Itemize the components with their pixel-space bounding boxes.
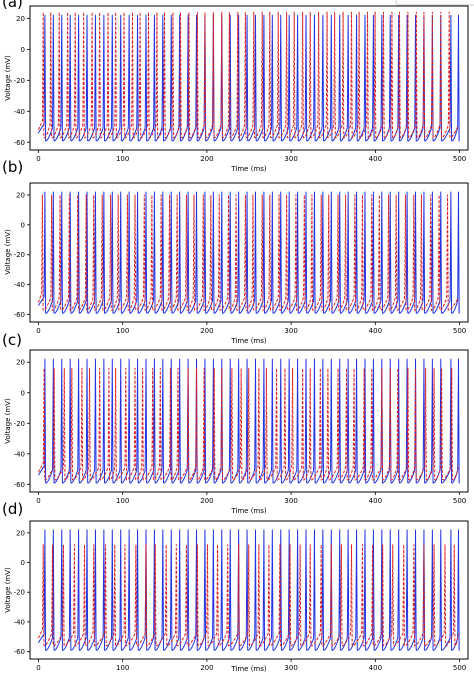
y-tick-label: 20 bbox=[16, 359, 25, 367]
y-tick-label: -40 bbox=[14, 281, 25, 289]
y-axis-label: Voltage (mV) bbox=[4, 398, 12, 444]
x-tick-label: 300 bbox=[284, 327, 297, 335]
y-tick-label: 20 bbox=[16, 191, 25, 199]
x-tick-label: 400 bbox=[369, 155, 382, 163]
panel-label: (a) bbox=[2, 0, 23, 11]
legend-box bbox=[395, 0, 474, 6]
y-tick-label: -60 bbox=[14, 648, 25, 656]
panel-a: (a) Voltage (mV) Time (ms) 0 100 200 300 400… bbox=[2, 0, 469, 173]
plot-frame bbox=[29, 5, 469, 151]
series-red-dashed bbox=[37, 194, 459, 311]
x-tick-label: 300 bbox=[284, 497, 297, 505]
plot-frame bbox=[29, 349, 469, 493]
x-tick-label: 0 bbox=[36, 327, 40, 335]
y-tick-label: -20 bbox=[14, 251, 25, 259]
y-tick-label: 20 bbox=[16, 15, 25, 23]
y-tick-label: 0 bbox=[21, 46, 25, 54]
series-blue-solid bbox=[37, 529, 460, 651]
x-tick-label: 500 bbox=[453, 327, 466, 335]
y-tick-label: -20 bbox=[14, 589, 25, 597]
x-tick-label: 100 bbox=[116, 327, 129, 335]
y-tick-label: -60 bbox=[14, 481, 25, 489]
series-red-dashed bbox=[37, 544, 459, 647]
axis-ticks: 0 100 200 300 400 500 -60 -40 -20 0 20 bbox=[14, 191, 467, 335]
x-tick-label: 500 bbox=[453, 155, 466, 163]
y-tick-label: 0 bbox=[21, 221, 25, 229]
series-blue-solid bbox=[37, 14, 460, 142]
axis-ticks: 0 100 200 300 400 500 -60 -40 -20 0 20 bbox=[14, 359, 467, 505]
axis-ticks: 0 100 200 300 400 500 -60 -40 -20 0 20 bbox=[14, 529, 467, 672]
x-tick-label: 200 bbox=[200, 327, 213, 335]
x-tick-label: 0 bbox=[36, 664, 40, 672]
x-axis-label: Time (ms) bbox=[230, 337, 267, 345]
x-tick-label: 100 bbox=[116, 664, 129, 672]
series-blue-solid bbox=[37, 358, 460, 484]
plot-frame bbox=[29, 182, 469, 323]
y-tick-label: 0 bbox=[21, 559, 25, 567]
x-tick-label: 500 bbox=[453, 497, 466, 505]
x-tick-label: 0 bbox=[36, 497, 40, 505]
panel-b: (b) Voltage (mV) Time (ms) 0 100 200 300 400… bbox=[2, 158, 469, 345]
panel-label: (b) bbox=[2, 158, 23, 176]
x-axis-label: Time (ms) bbox=[230, 507, 267, 515]
series-group bbox=[37, 191, 460, 314]
y-tick-label: -40 bbox=[14, 108, 25, 116]
y-tick-label: -20 bbox=[14, 420, 25, 428]
y-axis-label: Voltage (mV) bbox=[4, 567, 12, 613]
plot-frame bbox=[29, 520, 469, 660]
x-tick-label: 200 bbox=[200, 497, 213, 505]
series-group bbox=[37, 529, 460, 651]
series-group bbox=[37, 358, 460, 484]
panel-d: (d) Voltage (mV) Time (ms) 0 100 200 300 400… bbox=[2, 500, 469, 673]
x-tick-label: 200 bbox=[200, 155, 213, 163]
x-tick-label: 400 bbox=[369, 497, 382, 505]
x-axis-label: Time (ms) bbox=[230, 665, 267, 673]
axis-ticks: 0 100 200 300 400 500 -60 -40 -20 0 20 bbox=[14, 15, 467, 163]
x-axis-label: Time (ms) bbox=[230, 165, 267, 173]
series-blue-solid bbox=[37, 191, 460, 314]
y-tick-label: -60 bbox=[14, 139, 25, 147]
x-tick-label: 300 bbox=[284, 155, 297, 163]
x-tick-label: 400 bbox=[369, 664, 382, 672]
x-tick-label: 0 bbox=[36, 155, 40, 163]
y-axis-label: Voltage (mV) bbox=[4, 55, 12, 101]
series-red-dashed bbox=[37, 367, 459, 481]
y-tick-label: -60 bbox=[14, 311, 25, 319]
x-tick-label: 200 bbox=[200, 664, 213, 672]
panel-label: (c) bbox=[2, 331, 22, 349]
y-tick-label: 20 bbox=[16, 529, 25, 537]
x-tick-label: 500 bbox=[453, 664, 466, 672]
y-tick-label: -20 bbox=[14, 77, 25, 85]
y-tick-label: -40 bbox=[14, 450, 25, 458]
series-group bbox=[37, 11, 460, 142]
panel-label: (d) bbox=[2, 500, 23, 518]
panel-c: (c) Voltage (mV) Time (ms) 0 100 200 300 400… bbox=[2, 331, 469, 515]
x-tick-label: 100 bbox=[116, 155, 129, 163]
x-tick-label: 400 bbox=[369, 327, 382, 335]
y-axis-label: Voltage (mV) bbox=[4, 229, 12, 275]
y-tick-label: 0 bbox=[21, 389, 25, 397]
y-tick-label: -40 bbox=[14, 618, 25, 626]
x-tick-label: 300 bbox=[284, 664, 297, 672]
x-tick-label: 100 bbox=[116, 497, 129, 505]
series-red-dashed bbox=[37, 11, 459, 139]
